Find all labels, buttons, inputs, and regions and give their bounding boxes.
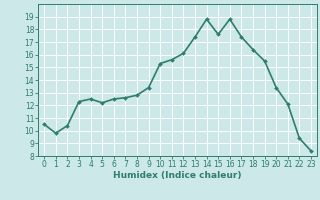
X-axis label: Humidex (Indice chaleur): Humidex (Indice chaleur) [113,171,242,180]
